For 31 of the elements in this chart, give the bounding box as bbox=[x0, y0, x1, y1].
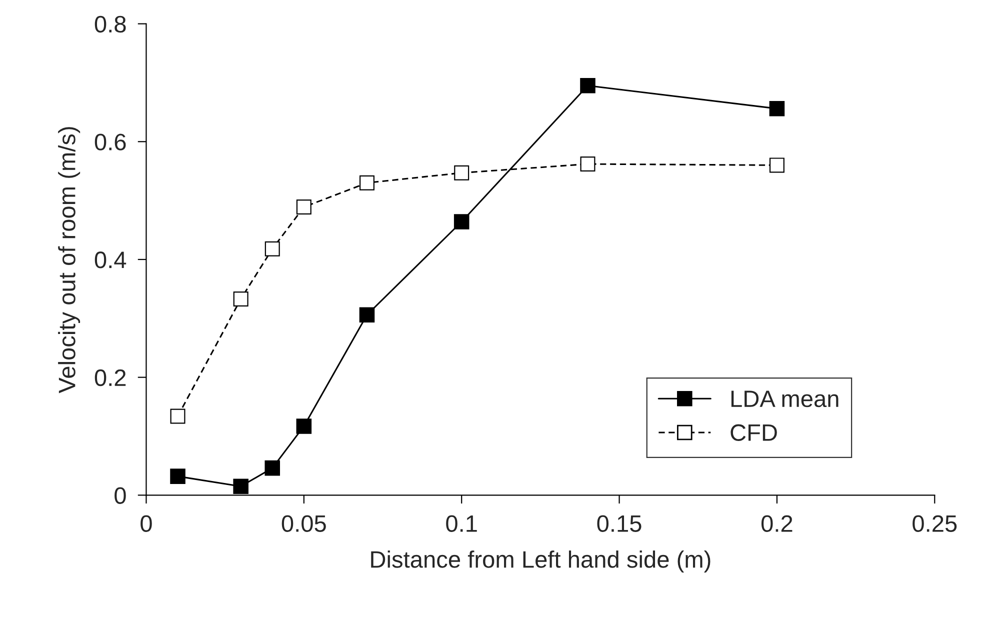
x-axis-title: Distance from Left hand side (m) bbox=[371, 550, 710, 573]
point bbox=[454, 165, 470, 180]
x-tick-label: 0.2 bbox=[761, 515, 792, 532]
point bbox=[454, 214, 470, 230]
y-axis-title: Velocity out of room (m/s) bbox=[58, 127, 80, 394]
y-tick-label: 0 bbox=[114, 487, 126, 504]
y-tick-label: 0.6 bbox=[94, 134, 126, 150]
point bbox=[264, 460, 280, 476]
point bbox=[264, 241, 280, 256]
y-tick-label: 0.4 bbox=[94, 252, 126, 268]
point bbox=[359, 307, 375, 323]
x-tick-label: 0.1 bbox=[446, 515, 477, 532]
point bbox=[580, 156, 596, 172]
legend-label: CFD bbox=[730, 424, 777, 441]
y-tick-label: 0.8 bbox=[94, 16, 126, 33]
point bbox=[296, 200, 312, 215]
point bbox=[170, 468, 186, 484]
point bbox=[769, 158, 784, 173]
x-tick-label: 0.25 bbox=[912, 515, 957, 532]
point bbox=[233, 478, 248, 494]
legend-label: LDA mean bbox=[731, 390, 838, 408]
x-tick-label: 0.15 bbox=[597, 515, 642, 532]
point bbox=[359, 175, 374, 190]
x-tick-label: 0.05 bbox=[282, 515, 326, 532]
x-tick-label: 0 bbox=[140, 515, 152, 532]
point bbox=[170, 408, 186, 424]
y-tick-label: 0.2 bbox=[94, 369, 126, 386]
point bbox=[233, 291, 248, 306]
point bbox=[580, 78, 596, 94]
point bbox=[769, 100, 785, 116]
point bbox=[296, 418, 312, 434]
